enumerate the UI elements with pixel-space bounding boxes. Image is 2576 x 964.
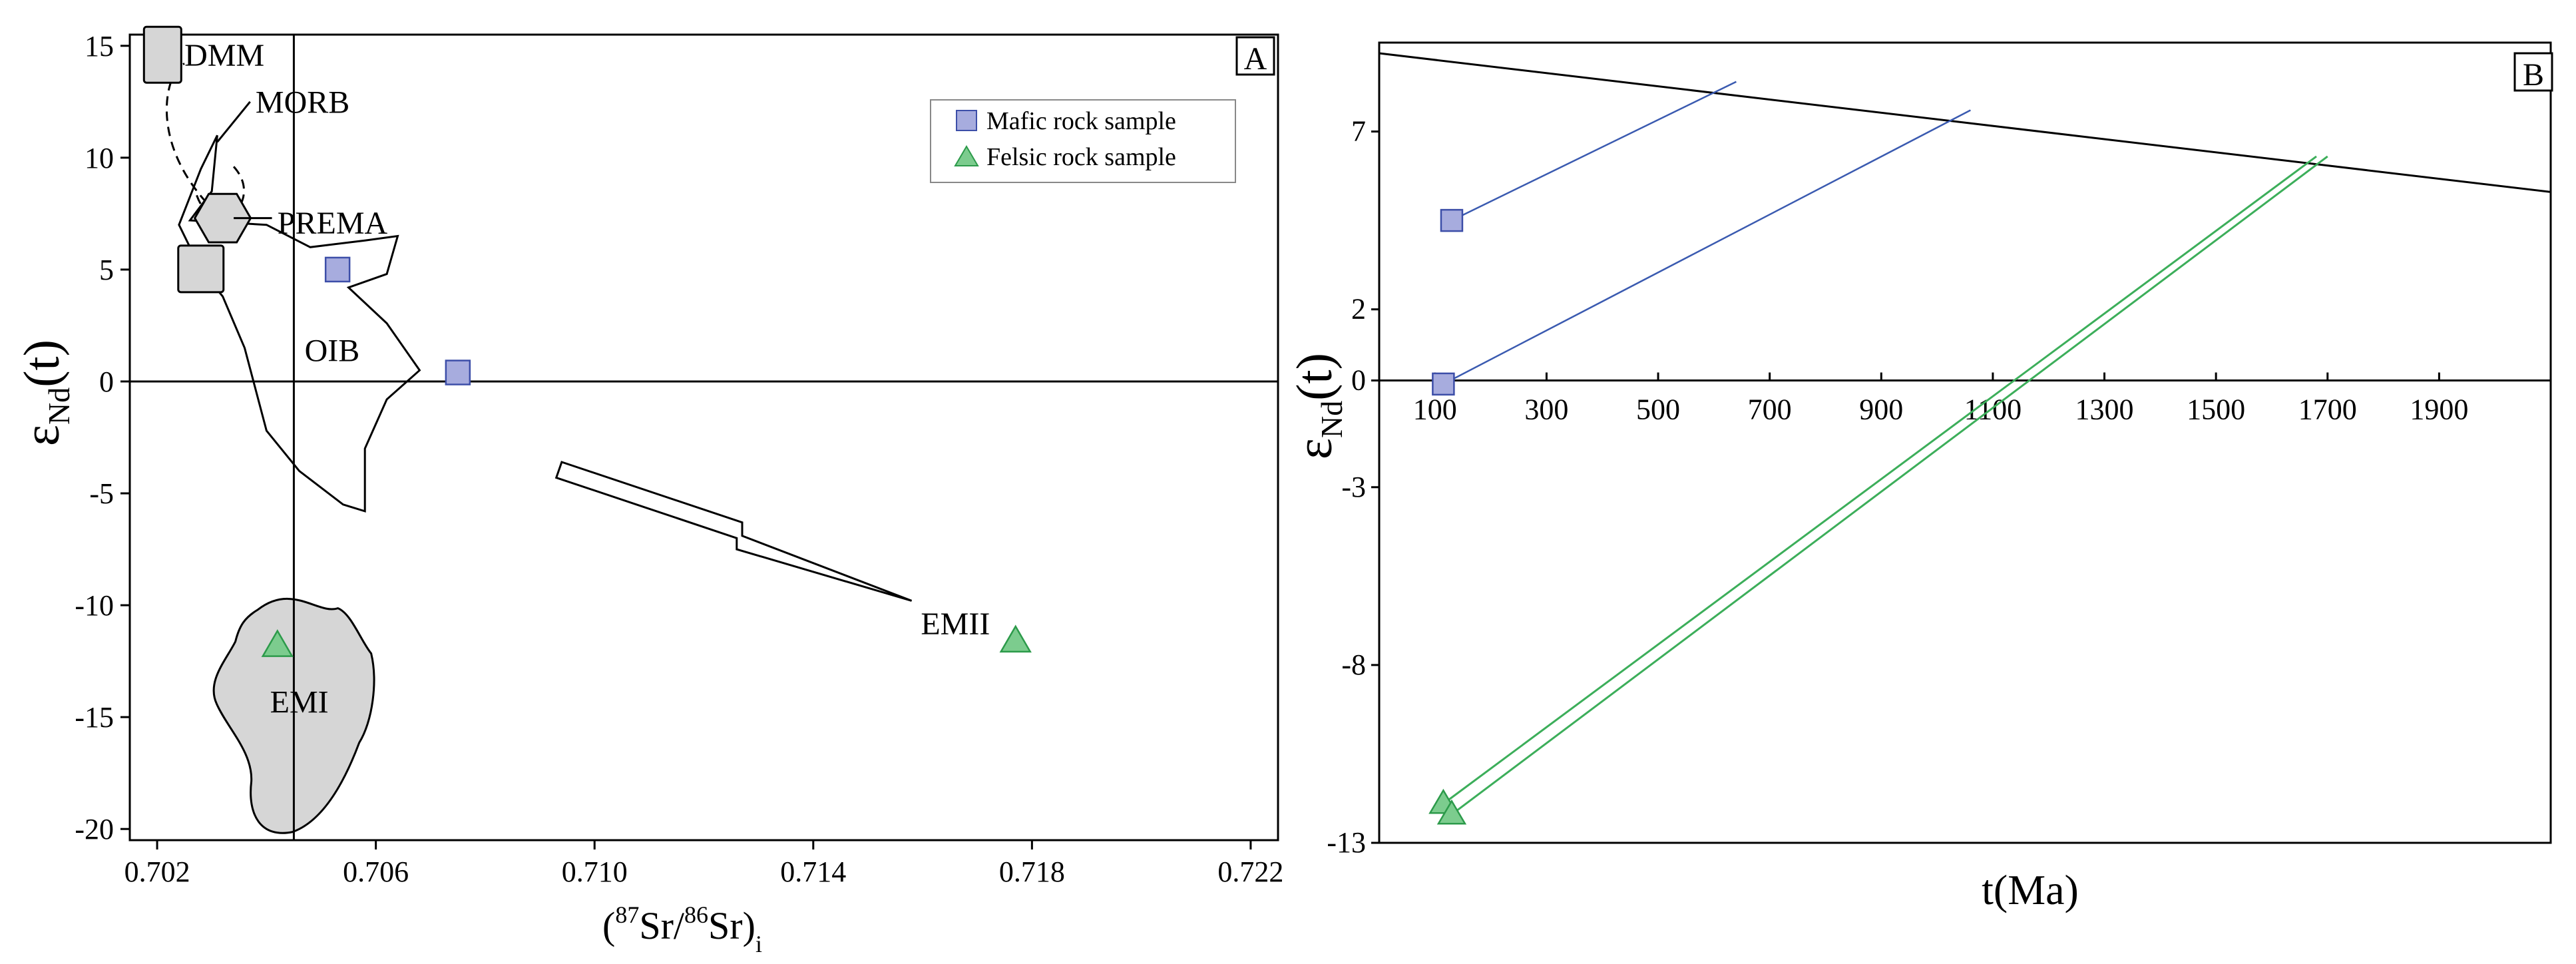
panel-b-x-tick-label: 1300 — [2075, 393, 2134, 426]
panel-b-points — [1428, 208, 1467, 825]
panel-b-x-tick-label: 700 — [1748, 393, 1792, 426]
panel-a-ylabel-sub: Nd — [42, 387, 76, 425]
field-label-emi: EMI — [270, 684, 329, 720]
panel-b-y-tick-label: 7 — [1351, 115, 1366, 148]
panel-a-y-axis-label: εNd(t) — [14, 340, 76, 446]
panel-b-letter-box — [2513, 52, 2553, 92]
panel-b-ticks: 100 300 500 700 900 1100 1300 1500 1700 1900 7 2 0 -3… — [1327, 115, 2468, 859]
panel-b-x-tick-label: 300 — [1524, 393, 1568, 426]
panel-a-x-tick-label: 0.714 — [780, 855, 846, 888]
legend-felsic-label: Felsic rock sample — [986, 143, 1176, 171]
mafic-point — [1432, 372, 1455, 396]
legend-felsic-marker — [954, 145, 979, 166]
mafic-point — [324, 256, 351, 283]
panel-b-x-tick-label: 1100 — [1964, 393, 2022, 426]
mafic-model-line — [1442, 109, 1971, 385]
panel-a-y-tick-label: 10 — [85, 142, 114, 174]
panel-a-x-tick-label: 0.710 — [562, 855, 628, 888]
panel-a-x-tick-label: 0.722 — [1217, 855, 1283, 888]
panel-a-points — [261, 256, 1032, 657]
svg-text:εNd(t): εNd(t) — [1287, 353, 1349, 459]
emii-arrow — [554, 461, 913, 602]
field-label-dmm: DMM — [184, 38, 264, 73]
morb-leader — [216, 101, 251, 143]
panel-b-letter: B — [2523, 57, 2544, 93]
panel-b-x-axis-label: t(Ma) — [1982, 866, 2079, 913]
panel-a-x-tick-label: 0.702 — [124, 855, 190, 888]
mafic-point — [1440, 208, 1464, 232]
field-label-prema: PREMA — [278, 206, 388, 241]
mafic-point — [445, 360, 471, 385]
felsic-model-line — [1442, 155, 2317, 805]
panel-a-ylabel-rest: (t) — [14, 340, 70, 387]
panel-a-letter: A — [1244, 41, 1267, 77]
panel-b-model-lines — [1442, 81, 2328, 816]
reservoir-square — [177, 244, 225, 294]
dmm-field — [142, 25, 182, 84]
panel-b-ylabel-sub: Nd — [1315, 401, 1349, 438]
svg-text:εNd(t): εNd(t) — [14, 340, 76, 446]
panel-b-x-tick-label: 1500 — [2187, 393, 2245, 426]
panel-b-ylabel-epsilon: ε — [1287, 438, 1343, 459]
panel-a-x-axis-label: (87Sr/86Sr)i — [602, 901, 762, 957]
felsic-point — [1436, 799, 1467, 825]
panel-b: 100 300 500 700 900 1100 1300 1500 1700 1900 7 2 0 -3… — [1287, 41, 2553, 913]
felsic-point — [261, 629, 294, 657]
field-label-oib: OIB — [305, 334, 360, 369]
field-label-emii: EMII — [921, 606, 990, 642]
panel-b-x-tick-label: 1900 — [2410, 393, 2468, 426]
panel-a-frame — [128, 33, 1279, 842]
panel-a-y-tick-label: -5 — [89, 477, 114, 510]
panel-b-y-tick-label: 2 — [1351, 293, 1366, 326]
felsic-model-line — [1451, 155, 2328, 816]
panel-a-y-tick-label: 5 — [99, 254, 114, 286]
mafic-model-line — [1451, 81, 1737, 222]
field-label-morb: MORB — [256, 85, 349, 120]
panel-b-y-axis-label: εNd(t) — [1287, 353, 1349, 459]
panel-a-x-tick-label: 0.706 — [343, 855, 409, 888]
prema-field — [193, 192, 252, 244]
panel-b-x-tick-label: 500 — [1636, 393, 1680, 426]
panel-a-y-tick-label: -10 — [75, 589, 114, 622]
legend-frame — [930, 99, 1236, 183]
oib-field — [178, 134, 421, 513]
panel-a-y-tick-label: 15 — [85, 30, 114, 63]
panel-b-x-tick-label: 900 — [1859, 393, 1903, 426]
panel-b-y-tick-label: -8 — [1341, 648, 1366, 681]
legend-mafic-label: Mafic rock sample — [986, 107, 1176, 135]
panel-a-y-tick-label: 0 — [99, 365, 114, 398]
panel-a-legend: Mafic rock sample Felsic rock sample — [930, 99, 1236, 183]
panel-a-fields: DMM MORB PREMA OIB EMI EMII — [142, 25, 990, 834]
panel-a-y-tick-label: -15 — [75, 701, 114, 734]
panel-b-y-tick-label: -3 — [1341, 471, 1366, 503]
felsic-point — [999, 624, 1032, 653]
panel-b-ylabel-rest: (t) — [1287, 353, 1343, 401]
panel-a-x-tick-label: 0.718 — [999, 855, 1065, 888]
panel-b-frame — [1378, 41, 2552, 844]
panel-b-y-tick-label: -13 — [1327, 826, 1366, 859]
legend-mafic-marker — [956, 110, 977, 131]
panel-b-x-tick-label: 100 — [1413, 393, 1457, 426]
panel-b-y-tick-label: 0 — [1351, 364, 1366, 397]
panel-b-x-tick-label: 1700 — [2298, 393, 2357, 426]
panel-a-letter-box — [1235, 36, 1275, 76]
depleted-mantle-line — [1379, 52, 2551, 193]
panel-a-ticks: 0.702 0.706 0.710 0.714 0.718 0.722 15 10 5 0 -5 -1… — [75, 30, 1283, 888]
panel-a-ylabel-epsilon: ε — [14, 425, 70, 446]
panel-a-y-tick-label: -20 — [75, 813, 114, 845]
